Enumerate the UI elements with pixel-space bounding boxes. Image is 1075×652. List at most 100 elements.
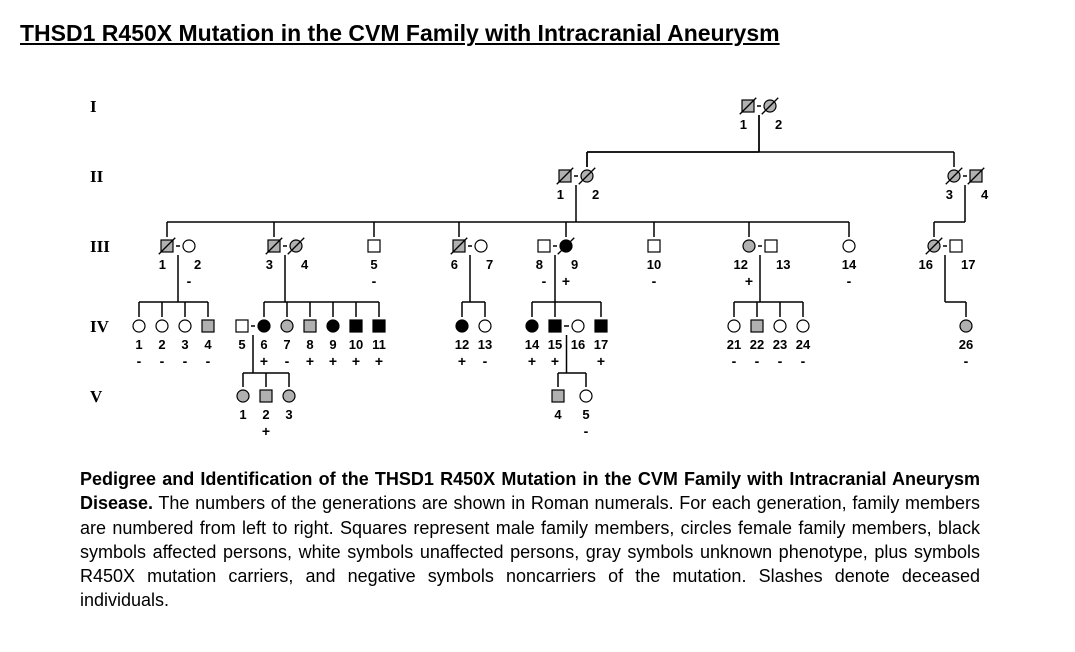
person-III-1: 1 xyxy=(158,237,176,255)
person-IV-11: 11+ xyxy=(370,317,388,335)
genotype-symbol: - xyxy=(199,353,217,369)
genotype-symbol: - xyxy=(794,353,812,369)
person-number: 16 xyxy=(909,257,933,272)
person-number: 26 xyxy=(954,337,978,352)
person-III-4: 4 xyxy=(287,237,305,255)
generation-label: V xyxy=(90,387,102,407)
person-number: 5 xyxy=(230,337,254,352)
person-number: 1 xyxy=(142,257,166,272)
person-IV-2: 2- xyxy=(153,317,171,335)
person-number: 11 xyxy=(367,337,391,352)
person-number: 22 xyxy=(745,337,769,352)
genotype-symbol: - xyxy=(365,273,383,289)
person-III-9: 9+ xyxy=(557,237,575,255)
person-number: 1 xyxy=(723,117,747,132)
genotype-symbol: - xyxy=(476,353,494,369)
person-IV-1: 1- xyxy=(130,317,148,335)
person-number: 6 xyxy=(434,257,458,272)
genotype-symbol: - xyxy=(153,353,171,369)
person-number: 14 xyxy=(837,257,861,272)
person-IV-24: 24- xyxy=(794,317,812,335)
person-number: 10 xyxy=(642,257,666,272)
genotype-symbol: + xyxy=(324,353,342,369)
person-II-2: 2 xyxy=(578,167,596,185)
genotype-symbol: - xyxy=(957,353,975,369)
person-number: 21 xyxy=(722,337,746,352)
person-III-2: 2- xyxy=(180,237,198,255)
genotype-symbol: - xyxy=(577,423,595,439)
person-IV-23: 23- xyxy=(771,317,789,335)
person-number: 9 xyxy=(571,257,595,272)
person-number: 15 xyxy=(543,337,567,352)
person-number: 2 xyxy=(775,117,799,132)
person-IV-15: 15+ xyxy=(546,317,564,335)
person-number: 5 xyxy=(574,407,598,422)
person-number: 13 xyxy=(473,337,497,352)
person-number: 2 xyxy=(150,337,174,352)
person-I-2: 2 xyxy=(761,97,779,115)
pedigree-diagram: IIIIIIIVV 12123412-345-678-9+10-12+1314-… xyxy=(20,67,1055,447)
person-IV-5: 5 xyxy=(233,317,251,335)
genotype-symbol: - xyxy=(840,273,858,289)
genotype-symbol: - xyxy=(535,273,553,289)
person-III-7: 7 xyxy=(472,237,490,255)
person-number: 6 xyxy=(252,337,276,352)
person-IV-22: 22- xyxy=(748,317,766,335)
person-V-5: 5- xyxy=(577,387,595,405)
person-IV-13: 13- xyxy=(476,317,494,335)
genotype-symbol: + xyxy=(523,353,541,369)
person-number: 13 xyxy=(776,257,800,272)
person-number: 3 xyxy=(929,187,953,202)
person-V-3: 3 xyxy=(280,387,298,405)
person-V-1: 1 xyxy=(234,387,252,405)
person-V-4: 4 xyxy=(549,387,567,405)
person-IV-10: 10+ xyxy=(347,317,365,335)
person-III-8: 8- xyxy=(535,237,553,255)
person-IV-14: 14+ xyxy=(523,317,541,335)
person-IV-16: 16 xyxy=(569,317,587,335)
genotype-symbol: + xyxy=(255,353,273,369)
genotype-symbol: + xyxy=(546,353,564,369)
person-III-13: 13 xyxy=(762,237,780,255)
person-IV-4: 4- xyxy=(199,317,217,335)
person-number: 2 xyxy=(592,187,616,202)
person-number: 14 xyxy=(520,337,544,352)
person-IV-26: 26- xyxy=(957,317,975,335)
genotype-symbol: - xyxy=(771,353,789,369)
generation-label: II xyxy=(90,167,103,187)
person-number: 5 xyxy=(362,257,386,272)
person-III-10: 10- xyxy=(645,237,663,255)
person-number: 17 xyxy=(589,337,613,352)
person-III-5: 5- xyxy=(365,237,383,255)
person-number: 3 xyxy=(249,257,273,272)
person-number: 2 xyxy=(194,257,218,272)
person-number: 12 xyxy=(724,257,748,272)
person-IV-3: 3- xyxy=(176,317,194,335)
person-II-1: 1 xyxy=(556,167,574,185)
person-III-14: 14- xyxy=(840,237,858,255)
person-number: 7 xyxy=(275,337,299,352)
generation-label: III xyxy=(90,237,110,257)
person-number: 12 xyxy=(450,337,474,352)
genotype-symbol: - xyxy=(725,353,743,369)
genotype-symbol: - xyxy=(748,353,766,369)
person-number: 8 xyxy=(298,337,322,352)
genotype-symbol: + xyxy=(557,273,575,289)
person-III-17: 17 xyxy=(947,237,965,255)
person-IV-6: 6+ xyxy=(255,317,273,335)
person-number: 4 xyxy=(981,187,1005,202)
person-IV-9: 9+ xyxy=(324,317,342,335)
person-number: 17 xyxy=(961,257,985,272)
person-number: 3 xyxy=(173,337,197,352)
person-number: 4 xyxy=(196,337,220,352)
person-number: 9 xyxy=(321,337,345,352)
person-number: 1 xyxy=(540,187,564,202)
genotype-symbol: - xyxy=(176,353,194,369)
person-II-4: 4 xyxy=(967,167,985,185)
person-number: 1 xyxy=(127,337,151,352)
genotype-symbol: + xyxy=(347,353,365,369)
person-number: 7 xyxy=(486,257,510,272)
genotype-symbol: + xyxy=(370,353,388,369)
genotype-symbol: - xyxy=(180,273,198,289)
person-number: 10 xyxy=(344,337,368,352)
